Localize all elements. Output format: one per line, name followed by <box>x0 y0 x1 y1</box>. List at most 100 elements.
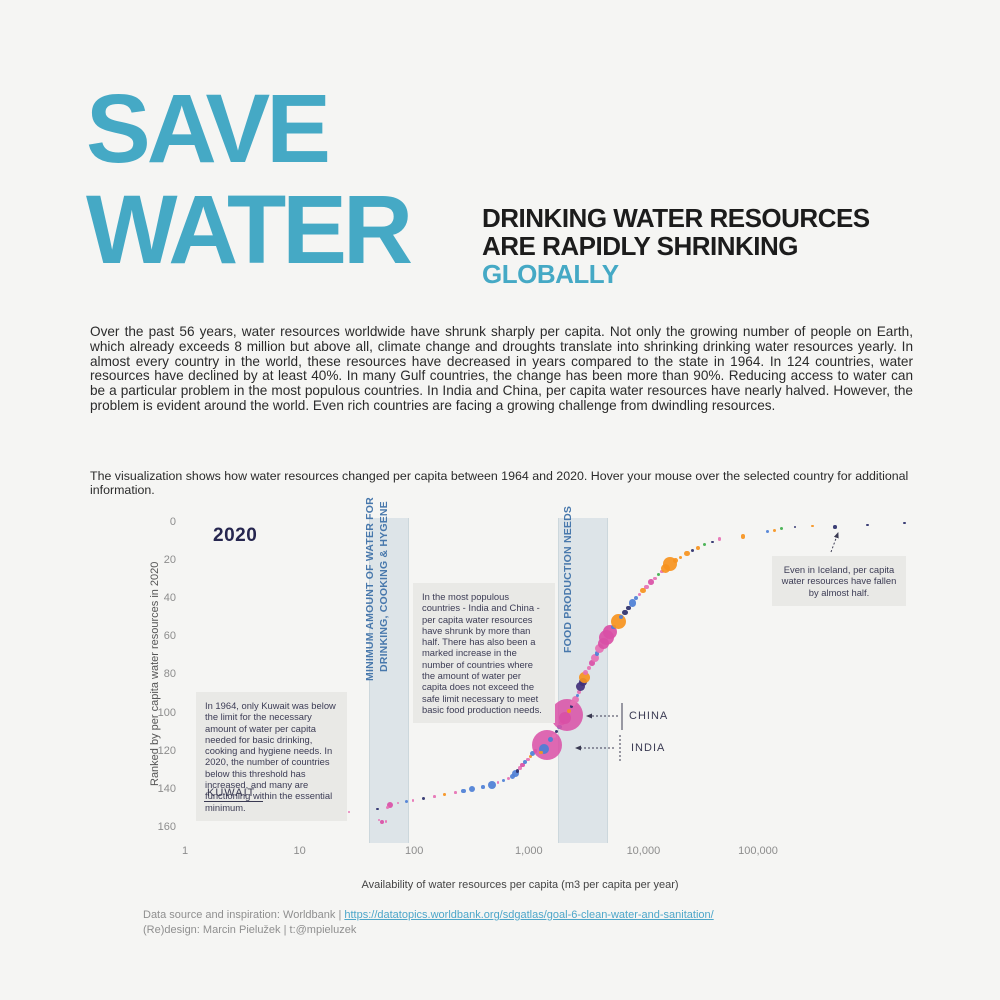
source-link[interactable]: https://datatopics.worldbank.org/sdgatla… <box>344 909 714 921</box>
country-dot[interactable] <box>773 529 777 533</box>
band1-label-line2: DRINKING, COOKING & HYGENE <box>378 501 390 672</box>
country-dot[interactable] <box>740 533 746 539</box>
country-dot[interactable] <box>571 695 579 703</box>
country-dot[interactable] <box>404 799 408 803</box>
label-kuwait: KUWAIT <box>207 787 256 799</box>
country-dot[interactable] <box>637 592 642 597</box>
country-dot[interactable] <box>578 671 590 683</box>
country-dot[interactable] <box>539 750 543 755</box>
country-dot[interactable] <box>595 651 600 656</box>
country-dot[interactable] <box>538 743 549 754</box>
country-dot[interactable] <box>622 609 628 616</box>
country-dot[interactable] <box>779 527 783 531</box>
country-dot[interactable] <box>468 785 476 793</box>
country-dot[interactable] <box>347 810 351 813</box>
subtitle-line2: ARE RAPIDLY SHRINKING <box>482 231 798 261</box>
country-dot[interactable] <box>377 819 380 822</box>
country-dot[interactable] <box>509 773 516 780</box>
y-tick-100: 100 <box>157 706 176 719</box>
country-dot[interactable] <box>548 736 553 742</box>
country-dot[interactable] <box>595 644 605 654</box>
country-dot[interactable] <box>501 778 506 783</box>
country-dot[interactable] <box>589 660 595 666</box>
country-dot[interactable] <box>384 820 388 823</box>
country-dot[interactable] <box>528 754 532 759</box>
country-dot[interactable] <box>376 807 379 811</box>
country-dot[interactable] <box>506 776 510 780</box>
x-tick-1: 1 <box>181 845 189 857</box>
iceland-arrow <box>830 532 839 553</box>
country-dot[interactable] <box>523 760 528 765</box>
poster-title-line1: SAVE <box>86 74 331 183</box>
country-dot[interactable] <box>657 572 661 577</box>
country-dot[interactable] <box>530 751 536 757</box>
country-dot[interactable] <box>695 545 701 550</box>
country-dot[interactable] <box>488 781 497 790</box>
country-dot[interactable] <box>433 795 436 798</box>
country-dot[interactable] <box>558 712 571 725</box>
note-populous-countries: In the most populous countries - India a… <box>413 583 555 724</box>
country-dot[interactable] <box>765 530 769 534</box>
country-dot[interactable] <box>633 596 639 601</box>
country-dot[interactable] <box>443 793 447 796</box>
country-dot[interactable] <box>520 762 525 768</box>
country-dot[interactable] <box>672 557 678 563</box>
country-dot[interactable] <box>648 579 654 585</box>
country-dot[interactable] <box>551 733 556 738</box>
country-dot[interactable] <box>570 700 577 707</box>
poster-subtitle: DRINKING WATER RESOURCES ARE RAPIDLY SHR… <box>482 204 870 288</box>
country-dot[interactable] <box>702 543 706 547</box>
country-dot[interactable] <box>586 665 592 671</box>
year-label: 2020 <box>213 525 258 546</box>
x-tick-10: 10 <box>293 845 306 857</box>
country-dot[interactable] <box>411 799 415 802</box>
country-dot[interactable] <box>866 523 869 527</box>
threshold-band-1 <box>368 518 409 843</box>
country-dot[interactable] <box>793 525 797 528</box>
country-dot[interactable] <box>511 770 519 778</box>
country-dot[interactable] <box>590 654 599 663</box>
source-prefix: Data source and inspiration: Worldbank | <box>143 909 345 921</box>
country-dot[interactable] <box>387 802 394 809</box>
country-dot[interactable] <box>396 801 400 805</box>
country-dot[interactable] <box>678 555 683 560</box>
country-dot[interactable] <box>481 785 485 789</box>
band1-label-line1: MINIMUM AMOUNT OF WATER FOR <box>364 497 376 681</box>
country-dot[interactable] <box>515 769 520 773</box>
country-dot[interactable] <box>575 693 580 698</box>
country-dot[interactable] <box>833 525 837 529</box>
country-dot[interactable] <box>554 729 559 734</box>
country-dot[interactable] <box>626 605 631 610</box>
country-dot[interactable] <box>526 757 530 762</box>
country-dot[interactable] <box>619 615 624 620</box>
country-dot[interactable] <box>610 613 626 629</box>
country-dot[interactable] <box>640 587 646 594</box>
poster-title-line2: WATER <box>86 175 413 284</box>
country-dot[interactable] <box>461 788 466 793</box>
country-dot[interactable] <box>653 576 657 581</box>
label-india: INDIA <box>631 742 666 754</box>
country-dot[interactable] <box>691 549 695 553</box>
country-dot[interactable] <box>643 584 649 590</box>
country-dot[interactable] <box>567 708 572 713</box>
country-dot[interactable] <box>711 540 714 544</box>
country-dot[interactable] <box>421 796 425 800</box>
country-dot[interactable] <box>717 537 722 541</box>
country-dot[interactable] <box>385 805 389 809</box>
country-dot[interactable] <box>811 524 814 528</box>
footer: Data source and inspiration: Worldbank |… <box>143 908 714 937</box>
chart-caption: The visualization shows how water resour… <box>90 469 909 497</box>
country-dot[interactable] <box>628 599 637 607</box>
country-dot[interactable] <box>576 682 586 692</box>
note-iceland: Even in Iceland, per capita water resour… <box>772 556 906 606</box>
country-dot[interactable] <box>569 705 573 709</box>
country-dot[interactable] <box>577 689 582 694</box>
country-dot[interactable] <box>583 670 589 676</box>
country-dot[interactable] <box>518 766 522 770</box>
country-dot[interactable] <box>454 791 457 794</box>
country-dot[interactable] <box>903 521 906 525</box>
subtitle-globally: GLOBALLY <box>482 259 619 289</box>
country-dot[interactable] <box>496 780 500 784</box>
country-dot[interactable] <box>379 820 384 825</box>
country-dot[interactable] <box>684 550 690 557</box>
